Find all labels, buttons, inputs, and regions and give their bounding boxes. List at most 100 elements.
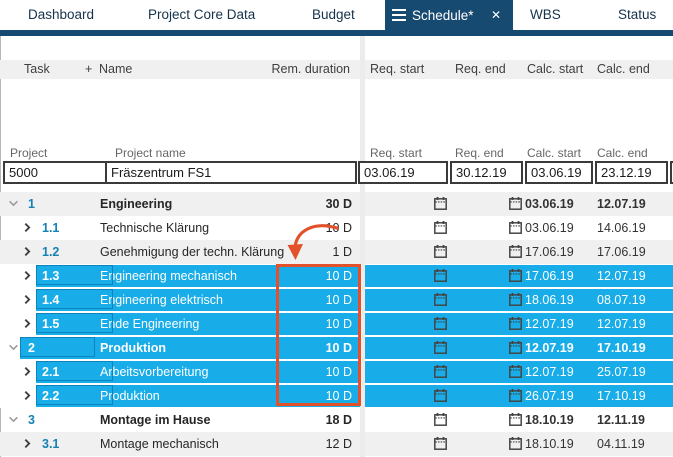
- calendar-icon[interactable]: [509, 197, 522, 210]
- col-header-task[interactable]: Task: [24, 62, 50, 76]
- panel-splitter[interactable]: [360, 36, 365, 457]
- col-header-req-start[interactable]: Req. start: [370, 62, 425, 76]
- proj-calc-end-label: Calc. end: [597, 146, 648, 160]
- task-row[interactable]: 1.3 Engineering mechanisch 10 D 17.06.19…: [0, 264, 673, 288]
- chevron-icon[interactable]: [8, 342, 19, 353]
- chevron-icon[interactable]: [22, 294, 33, 305]
- tab-dashboard[interactable]: Dashboard: [28, 7, 95, 22]
- chevron-icon[interactable]: [22, 246, 33, 257]
- project-name-input[interactable]: [105, 161, 357, 184]
- task-duration[interactable]: 10 D: [325, 293, 352, 307]
- tab-budget[interactable]: Budget: [312, 7, 355, 22]
- task-row[interactable]: 2.2 Produktion 10 D 26.07.19 17.10.19: [0, 384, 673, 408]
- calendar-icon[interactable]: [434, 245, 447, 258]
- calc-end-date: 17.06.19: [597, 245, 646, 259]
- task-row[interactable]: 3 Montage im Hause 18 D 18.10.19 12.11.1…: [0, 408, 673, 432]
- col-header-rem-duration[interactable]: Rem. duration: [271, 62, 350, 76]
- task-row[interactable]: 2 Produktion 10 D 12.07.19 17.10.19: [0, 336, 673, 360]
- col-header-calc-end[interactable]: Calc. end: [597, 62, 650, 76]
- calendar-icon[interactable]: [434, 317, 447, 330]
- calendar-icon[interactable]: [509, 341, 522, 354]
- calendar-icon[interactable]: [509, 293, 522, 306]
- task-name: Ende Engineering: [100, 317, 200, 331]
- task-row[interactable]: 1.5 Ende Engineering 10 D 12.07.19 12.07…: [0, 312, 673, 336]
- task-row-left: 2 Produktion 10 D: [0, 336, 360, 360]
- task-duration[interactable]: 10 D: [325, 269, 352, 283]
- chevron-icon[interactable]: [22, 270, 33, 281]
- task-name: Produktion: [100, 389, 160, 403]
- task-row[interactable]: 3.1 Montage mechanisch 12 D 18.10.19 04.…: [0, 432, 673, 456]
- calendar-icon[interactable]: [509, 317, 522, 330]
- task-duration[interactable]: 10 D: [325, 389, 352, 403]
- calendar-icon[interactable]: [434, 389, 447, 402]
- tab-project-core-data[interactable]: Project Core Data: [148, 7, 256, 22]
- chevron-icon[interactable]: [8, 198, 19, 209]
- task-row[interactable]: 1.4 Engineering elektrisch 10 D 18.06.19…: [0, 288, 673, 312]
- calendar-icon[interactable]: [434, 413, 447, 426]
- project-req-end-input[interactable]: [450, 161, 523, 184]
- col-header-req-end[interactable]: Req. end: [455, 62, 506, 76]
- calendar-icon[interactable]: [509, 221, 522, 234]
- chevron-icon[interactable]: [22, 366, 33, 377]
- task-duration[interactable]: 30 D: [325, 197, 352, 211]
- chevron-icon[interactable]: [8, 414, 19, 425]
- task-duration[interactable]: 10 D: [325, 341, 352, 355]
- chevron-icon[interactable]: [22, 318, 33, 329]
- calc-end-date: 12.07.19: [597, 197, 646, 211]
- task-duration[interactable]: 18 D: [325, 413, 352, 427]
- menu-icon[interactable]: [392, 9, 406, 21]
- calendar-icon[interactable]: [509, 413, 522, 426]
- calendar-icon[interactable]: [509, 269, 522, 282]
- task-number: 2: [28, 341, 35, 355]
- task-duration[interactable]: 10 D: [325, 317, 352, 331]
- add-column-button[interactable]: +: [85, 62, 93, 76]
- task-duration[interactable]: 10 D: [325, 221, 352, 235]
- tab-wbs[interactable]: WBS: [530, 7, 561, 22]
- task-row-right: 26.07.19 17.10.19: [365, 384, 673, 408]
- selected-cell-outline: [20, 337, 95, 357]
- calendar-icon[interactable]: [434, 365, 447, 378]
- chevron-icon[interactable]: [22, 438, 33, 449]
- project-req-start-input[interactable]: [358, 161, 448, 184]
- project-calc-start-input[interactable]: [525, 161, 593, 184]
- task-row[interactable]: 1.2 Genehmigung der techn. Klärung 1 D 1…: [0, 240, 673, 264]
- task-row-right: 03.06.19 14.06.19: [365, 216, 673, 240]
- calendar-icon[interactable]: [434, 221, 447, 234]
- calc-end-date: 12.07.19: [597, 269, 646, 283]
- calc-start-date: 26.07.19: [525, 389, 574, 403]
- calendar-icon[interactable]: [434, 293, 447, 306]
- task-row-left: 1.5 Ende Engineering 10 D: [0, 312, 360, 336]
- task-duration[interactable]: 1 D: [332, 245, 352, 259]
- calc-start-date: 18.06.19: [525, 293, 574, 307]
- tab-status[interactable]: Status: [618, 7, 657, 22]
- calendar-icon[interactable]: [434, 341, 447, 354]
- project-name-label: Project name: [115, 146, 186, 160]
- task-row[interactable]: 1 Engineering 30 D 03.06.19 12.07.19: [0, 192, 673, 216]
- task-duration[interactable]: 10 D: [325, 365, 352, 379]
- calc-start-date: 18.10.19: [525, 437, 574, 451]
- close-icon[interactable]: ✕: [490, 8, 502, 22]
- calendar-icon[interactable]: [434, 269, 447, 282]
- calendar-icon[interactable]: [509, 389, 522, 402]
- calendar-icon[interactable]: [509, 437, 522, 450]
- col-header-calc-start[interactable]: Calc. start: [527, 62, 584, 76]
- task-row[interactable]: 2.1 Arbeitsvorbereitung 10 D 12.07.19 25…: [0, 360, 673, 384]
- project-calc-end-input[interactable]: [595, 161, 668, 184]
- task-row-right: 03.06.19 12.07.19: [365, 192, 673, 216]
- project-id-input[interactable]: [3, 161, 107, 184]
- calc-start-date: 12.07.19: [525, 365, 574, 379]
- chevron-icon[interactable]: [22, 222, 33, 233]
- calendar-icon[interactable]: [509, 245, 522, 258]
- col-header-name[interactable]: Name: [99, 62, 133, 76]
- task-duration[interactable]: 12 D: [325, 437, 352, 451]
- task-name: Engineering: [100, 197, 173, 211]
- task-row-left: 1.4 Engineering elektrisch 10 D: [0, 288, 360, 312]
- calendar-icon[interactable]: [509, 365, 522, 378]
- chevron-icon[interactable]: [22, 390, 33, 401]
- proj-req-start-label: Req. start: [370, 146, 423, 160]
- calendar-icon[interactable]: [434, 437, 447, 450]
- task-name: Engineering elektrisch: [100, 293, 223, 307]
- task-row[interactable]: 1.1 Technische Klärung 10 D 03.06.19 14.…: [0, 216, 673, 240]
- calendar-icon[interactable]: [434, 197, 447, 210]
- task-number: 1.3: [42, 269, 60, 283]
